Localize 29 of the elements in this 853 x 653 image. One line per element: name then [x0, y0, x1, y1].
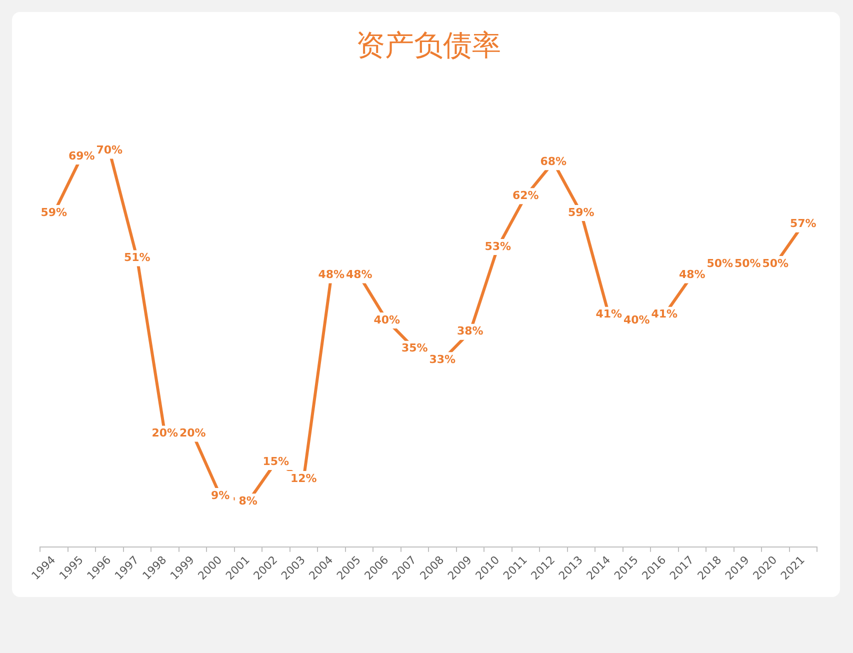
data-label: 53%	[484, 240, 512, 253]
data-label: 41%	[651, 308, 678, 321]
data-label: 33%	[429, 353, 456, 366]
data-label: 62%	[512, 188, 539, 202]
data-label: 35%	[401, 342, 428, 355]
data-label: 40%	[374, 313, 400, 326]
chart-title: 资产负债率	[356, 28, 501, 62]
data-label: 48%	[678, 268, 706, 282]
data-label: 70%	[96, 144, 123, 157]
data-label: 48%	[346, 268, 372, 282]
data-label: 38%	[456, 324, 484, 338]
data-label: 15%	[262, 454, 290, 468]
data-label: 48%	[318, 268, 345, 282]
data-label: 51%	[124, 251, 150, 264]
data-label: 40%	[623, 313, 650, 326]
data-label: 59%	[40, 206, 68, 219]
data-label: 50%	[734, 256, 761, 270]
data-label: 41%	[596, 308, 622, 321]
data-label: 69%	[68, 149, 95, 162]
data-label: 20%	[179, 426, 206, 440]
data-label: 20%	[152, 426, 178, 440]
data-label: 57%	[790, 217, 816, 230]
data-label: 9%	[211, 488, 230, 502]
data-label: 8%	[238, 494, 258, 508]
data-label: 68%	[540, 154, 567, 168]
data-label: 12%	[290, 472, 317, 485]
data-label: 50%	[706, 256, 734, 270]
data-label: 50%	[762, 256, 789, 270]
data-label: 59%	[568, 206, 594, 219]
